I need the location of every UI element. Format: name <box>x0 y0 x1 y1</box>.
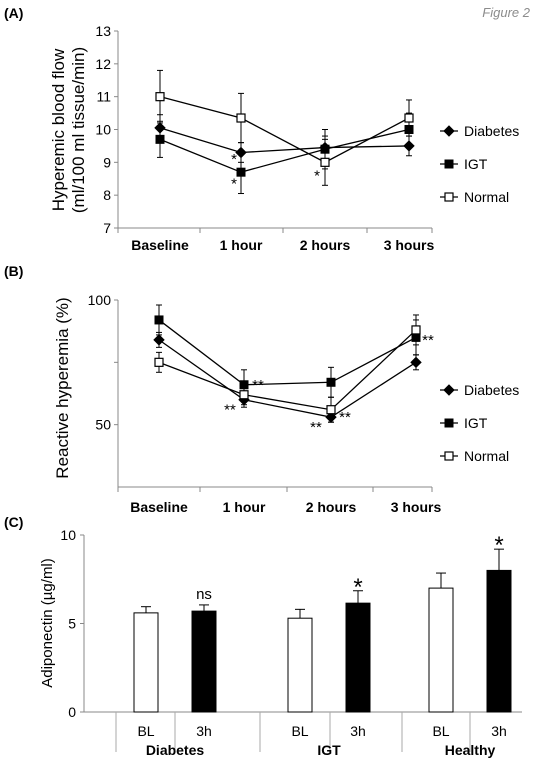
panel-c-bar-label: BL <box>432 723 449 739</box>
panel-a-y-tick-label: 8 <box>103 187 111 203</box>
panel-a-significance-label: * <box>231 151 237 168</box>
panel-a-point-igt <box>155 134 165 144</box>
panel-b-point-normal <box>411 325 421 335</box>
panel-b-series-line-diabetes <box>158 339 417 418</box>
panel-a-series-line-diabetes <box>159 127 410 154</box>
panel-a-legend-marker <box>444 192 454 202</box>
panel-a: (A) Hyperemic blood flow (ml/100 ml tiss… <box>4 5 519 253</box>
panel-b-legend-marker <box>444 451 454 461</box>
panel-a-point-normal <box>155 92 165 102</box>
panel-a-y-tick-label: 7 <box>103 220 111 236</box>
panel-c-bar-bl <box>287 617 313 713</box>
panel-b-significance-label: ** <box>224 402 236 419</box>
panel-a-series-line-igt <box>159 128 410 173</box>
panel-c-bar-bl <box>133 612 159 713</box>
panel-c-bar-label: BL <box>291 723 308 739</box>
panel-a-label: (A) <box>4 5 23 21</box>
panel-c-bar-label: 3h <box>491 723 507 739</box>
figure-title: Figure 2 <box>482 5 530 20</box>
panel-a-significance-label: * <box>314 167 320 184</box>
panel-c-bar-3h <box>191 610 217 713</box>
panel-b-significance-label: ** <box>252 377 264 394</box>
panel-c-bar-3h <box>345 602 371 713</box>
panel-c-y-tick-label: 0 <box>68 704 76 720</box>
panel-c-group-label: Diabetes <box>146 742 205 758</box>
panel-a-x-tick-label: Baseline <box>131 237 189 253</box>
panel-a-y-axis-label-line2: (ml/100 ml tissue/min) <box>69 47 88 213</box>
panel-b-point-igt <box>326 377 336 387</box>
panel-a-legend-label: Diabetes <box>464 123 519 139</box>
panel-a-x-tick-label: 2 hours <box>300 237 351 253</box>
panel-c-bar-label: 3h <box>350 723 366 739</box>
panel-a-legend-label: Normal <box>464 189 509 205</box>
panel-a-x-tick-label: 1 hour <box>220 237 263 253</box>
panel-b-significance-label: ** <box>339 409 351 426</box>
panel-b-series-line-normal <box>158 329 417 411</box>
panel-b-point-normal <box>239 390 249 400</box>
panel-b-point-normal <box>326 405 336 415</box>
panel-c-group-label: Healthy <box>445 742 496 758</box>
panel-a-series-line-normal <box>159 96 410 164</box>
panel-a-y-tick-label: 13 <box>95 23 111 39</box>
panel-b-y-tick-label: 100 <box>88 292 112 308</box>
panel-b-legend-label: Diabetes <box>464 382 519 398</box>
panel-b-point-diabetes <box>410 356 422 369</box>
panel-b-y-axis-label: Reactive hyperemia (%) <box>53 297 72 478</box>
panel-c-significance-label: ns <box>196 586 212 603</box>
panel-a-x-tick-label: 3 hours <box>384 237 435 253</box>
panel-a-point-normal <box>404 113 414 123</box>
panel-c-bar-label: BL <box>137 723 154 739</box>
panel-c-group-label: IGT <box>317 742 341 758</box>
panel-b-point-normal <box>154 357 164 367</box>
panel-b-point-diabetes <box>153 334 165 346</box>
panel-b-significance-label: ** <box>310 419 322 436</box>
panel-a-y-tick-label: 9 <box>103 154 111 170</box>
panel-a-point-normal <box>320 157 330 167</box>
panel-a-legend-label: IGT <box>464 156 488 172</box>
panel-b-significance-label: ** <box>422 332 434 349</box>
panel-c-label: (C) <box>4 514 23 530</box>
panel-c-bar-bl <box>428 587 454 713</box>
panel-b-x-tick-label: 1 hour <box>223 499 266 515</box>
panel-b-x-tick-label: Baseline <box>130 499 188 515</box>
panel-c: (C) Adiponectin (µg/ml) 0 5 10 BL BL BL 3h 3h 3h… <box>4 514 522 758</box>
panel-b-legend-label: IGT <box>464 415 488 431</box>
panel-a-y-axis-label-line1: Hyperemic blood flow <box>49 48 68 211</box>
panel-b-point-igt <box>154 315 164 325</box>
panel-c-y-axis-label: Adiponectin (µg/ml) <box>39 558 56 688</box>
panel-b-legend-marker <box>443 384 455 396</box>
panel-a-point-igt <box>236 167 246 177</box>
panel-c-y-tick-label: 10 <box>60 527 76 543</box>
panel-a-y-tick-label: 11 <box>96 89 111 105</box>
panel-b-label: (B) <box>4 263 23 279</box>
panel-a-legend-marker <box>444 159 454 169</box>
panel-a-y-tick-label: 12 <box>95 56 111 72</box>
panel-b-legend-marker <box>444 418 454 428</box>
panel-c-significance-label: * <box>494 532 503 559</box>
panel-a-point-normal <box>236 113 246 123</box>
panel-b-legend-label: Normal <box>464 448 509 464</box>
panel-a-y-tick-label: 10 <box>95 122 111 138</box>
panel-b-series-line-igt <box>158 319 417 386</box>
panel-b-y-tick-label: 50 <box>95 417 111 433</box>
panel-b-x-tick-label: 2 hours <box>306 499 357 515</box>
panel-c-bar-3h <box>486 569 512 713</box>
panel-a-legend-marker <box>443 125 455 137</box>
panel-a-significance-label: * <box>231 176 237 193</box>
panel-c-bar-label: 3h <box>196 723 212 739</box>
panel-c-y-tick-label: 5 <box>68 616 76 632</box>
panel-b: (B) Reactive hyperemia (%) 50 100 Baseline… <box>4 263 519 515</box>
panel-b-x-tick-label: 3 hours <box>391 499 442 515</box>
panel-c-significance-label: * <box>353 574 362 601</box>
